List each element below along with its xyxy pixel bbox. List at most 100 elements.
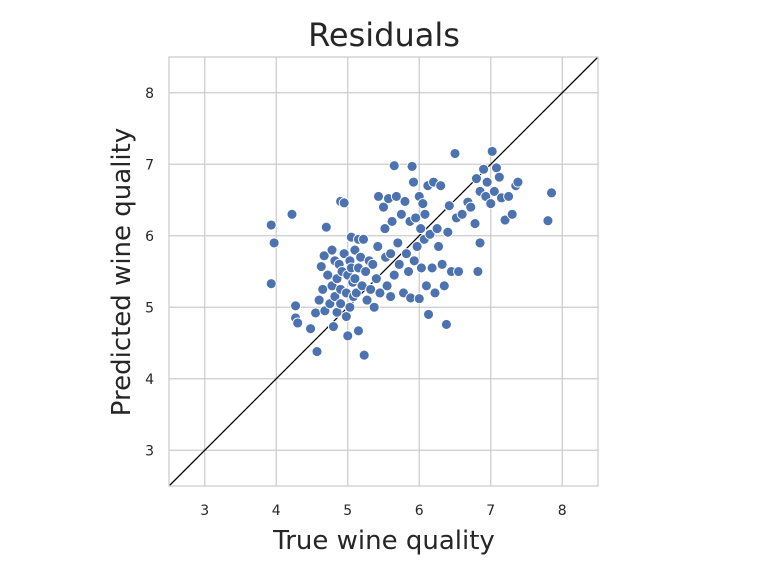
- x-tick-label: 4: [272, 503, 281, 519]
- scatter-point: [388, 269, 400, 281]
- scatter-point: [372, 241, 384, 252]
- y-tick-label: 3: [145, 443, 154, 459]
- scatter-point: [292, 317, 304, 329]
- scatter-point: [335, 298, 347, 310]
- scatter-point: [506, 208, 518, 220]
- scatter-point: [338, 248, 350, 260]
- scatter-point: [329, 291, 341, 302]
- scatter-point: [443, 200, 455, 212]
- scatter-point: [486, 145, 498, 157]
- scatter-point: [493, 171, 505, 183]
- scatter-point: [310, 307, 322, 319]
- scatter-point: [342, 330, 354, 342]
- scatter-point: [408, 255, 420, 267]
- y-tick-label: 4: [145, 372, 154, 388]
- scatter-point: [471, 173, 482, 185]
- scatter-point: [381, 280, 393, 292]
- scatter-point: [388, 160, 400, 172]
- scatter-point: [286, 208, 298, 220]
- scatter-point: [393, 258, 405, 270]
- scatter-point: [429, 287, 441, 299]
- scatter-point: [326, 244, 338, 256]
- x-tick-label: 6: [415, 503, 424, 519]
- scatter-point: [338, 197, 350, 209]
- scatter-point: [340, 311, 352, 322]
- scatter-point: [438, 280, 450, 292]
- scatter-point: [318, 250, 330, 262]
- scatter-point: [322, 269, 334, 281]
- scatter-point: [417, 198, 429, 210]
- scatter-point: [469, 218, 481, 230]
- tick-labels: 3 4 5 6 7 8 3 4 5 6 7 8: [145, 86, 567, 519]
- scatter-point: [410, 212, 422, 224]
- scatter-point: [360, 266, 372, 277]
- scatter-point: [385, 248, 397, 260]
- scatter-point: [385, 291, 397, 302]
- scatter-point: [472, 266, 484, 277]
- scatter-point: [426, 262, 438, 274]
- scatter-point: [415, 262, 427, 274]
- scatter-point: [386, 215, 398, 227]
- scatter-point: [478, 163, 490, 175]
- scatter-point: [491, 162, 502, 174]
- scatter-point: [350, 287, 362, 299]
- scatter-point: [311, 346, 323, 358]
- scatter-point: [317, 283, 329, 295]
- scatter-point: [546, 187, 557, 199]
- y-tick-label: 8: [145, 86, 154, 102]
- scatter-point: [415, 223, 427, 235]
- scatter-point: [449, 148, 461, 159]
- scatter-point: [395, 208, 407, 220]
- scatter-point: [419, 208, 431, 220]
- scatter-point: [358, 349, 370, 361]
- scatter-point: [315, 261, 327, 272]
- x-axis-label: True wine quality: [272, 526, 495, 556]
- scatter-point: [399, 195, 411, 207]
- scatter-point: [436, 258, 448, 270]
- x-tick-label: 3: [200, 503, 209, 519]
- scatter-point: [413, 293, 425, 305]
- scatter-point: [328, 321, 339, 333]
- grid-lines: [169, 57, 598, 486]
- scatter-point: [465, 201, 477, 213]
- scatter-point: [313, 294, 325, 306]
- scatter-point: [305, 323, 317, 335]
- scatter-point: [344, 301, 356, 313]
- scatter-point: [265, 219, 277, 231]
- y-tick-label: 7: [145, 157, 154, 173]
- plot-frame: [168, 56, 599, 487]
- scatter-points: [265, 145, 557, 361]
- y-tick-label: 5: [145, 300, 154, 316]
- scatter-point: [290, 300, 302, 312]
- scatter-point: [379, 223, 391, 235]
- scatter-point: [320, 221, 332, 233]
- scatter-point: [392, 237, 404, 249]
- scatter-point: [420, 280, 432, 292]
- scatter-point: [367, 258, 379, 270]
- scatter-point: [440, 318, 452, 330]
- chart-title: Residuals: [308, 16, 460, 54]
- scatter-point: [365, 283, 377, 295]
- scatter-point: [499, 214, 511, 226]
- scatter-point: [542, 215, 554, 227]
- scatter-point: [481, 176, 493, 188]
- scatter-point: [390, 190, 402, 202]
- scatter-point: [456, 208, 468, 220]
- scatter-point: [373, 190, 384, 202]
- identity-reference-line: [168, 56, 599, 487]
- scatter-point: [403, 266, 414, 277]
- scatter-point: [368, 301, 380, 313]
- scatter-point: [349, 244, 361, 256]
- y-axis-label: Predicted wine quality: [107, 128, 137, 417]
- scatter-point: [406, 160, 418, 172]
- x-tick-label: 5: [343, 503, 352, 519]
- scatter-point: [353, 325, 364, 337]
- scatter-point: [512, 176, 524, 188]
- y-tick-label: 6: [145, 229, 154, 245]
- scatter-point: [423, 308, 434, 320]
- scatter-point: [358, 233, 369, 245]
- scatter-point: [485, 198, 497, 210]
- scatter-point: [433, 241, 445, 252]
